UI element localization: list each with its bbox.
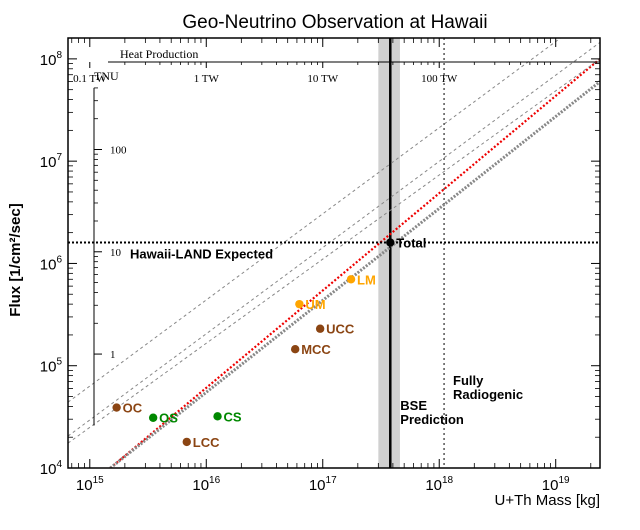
heat-axis-tick-label-3: 100 TW: [421, 73, 458, 85]
reference-line-3: [68, 41, 600, 437]
point-label-um: UM: [305, 297, 325, 312]
reference-line-4: [68, 38, 561, 403]
point-total: [386, 238, 395, 247]
x-axis-tick-label-4: 1019: [542, 475, 570, 494]
heat-axis-label: Heat Production: [120, 47, 198, 61]
reference-line-2: [68, 58, 600, 444]
point-mcc: [290, 345, 300, 354]
point-label-cs: CS: [224, 409, 242, 424]
point-os: [148, 413, 158, 422]
x-axis-tick-label-2: 1017: [309, 475, 337, 494]
point-lcc: [182, 437, 191, 447]
reference-line-1: [109, 80, 600, 468]
y-axis-tick-label-1: 105: [40, 357, 63, 376]
x-axis-tick-label-3: 1018: [425, 475, 453, 494]
x-axis-tick-label-1: 1016: [192, 475, 220, 494]
x-axis-tick-label-0: 1015: [76, 475, 104, 494]
tnu-axis-tick-label-2: 100: [110, 145, 127, 157]
heat-axis-tick-label-1: 1 TW: [194, 73, 220, 85]
chart-title: Geo-Neutrino Observation at Hawaii: [182, 12, 487, 33]
heat-axis-tick-label-0: 0.1 TW: [73, 73, 107, 85]
point-label-mcc: MCC: [301, 342, 331, 357]
point-ucc: [315, 324, 325, 333]
point-label-os: OS: [159, 411, 178, 426]
point-label-lm: LM: [357, 272, 376, 287]
fully-radiogenic-label-line-1: Radiogenic: [453, 387, 523, 402]
y-axis-tick-label-2: 106: [40, 254, 63, 273]
bse-label-line-0: BSE: [400, 398, 427, 413]
heat-axis-tick-label-2: 10 TW: [307, 73, 338, 85]
fully-radiogenic-label-line-0: Fully: [453, 373, 484, 388]
point-label-lcc: LCC: [193, 435, 220, 450]
tnu-axis-tick-label-0: 1: [110, 349, 116, 361]
y-axis-label: Flux [1/cm²/sec]: [7, 203, 24, 316]
plot-frame: [67, 37, 601, 469]
point-oc: [112, 403, 121, 412]
y-axis-tick-label-3: 107: [40, 152, 63, 171]
tnu-axis-tick-label-1: 10: [110, 247, 122, 259]
point-label-oc: OC: [123, 401, 143, 416]
expected-flux-label: Hawaii-LAND Expected: [130, 247, 273, 262]
plot-area: Hawaii-LAND Expected Heat Production 0.1 T…: [40, 37, 601, 494]
y-axis-tick-label-0: 104: [40, 459, 63, 478]
x-axis-label: U+Th Mass [kg]: [495, 492, 600, 509]
plot-contents: [68, 38, 600, 468]
point-label-ucc: UCC: [326, 322, 355, 337]
point-label-total: Total: [396, 236, 426, 251]
point-lm: [346, 275, 356, 284]
point-cs: [213, 412, 222, 421]
bse-label-line-1: Prediction: [400, 412, 464, 427]
point-um: [295, 299, 304, 309]
y-axis-tick-label-4: 108: [40, 50, 63, 69]
tnu-axis-label: TNU: [94, 69, 119, 83]
